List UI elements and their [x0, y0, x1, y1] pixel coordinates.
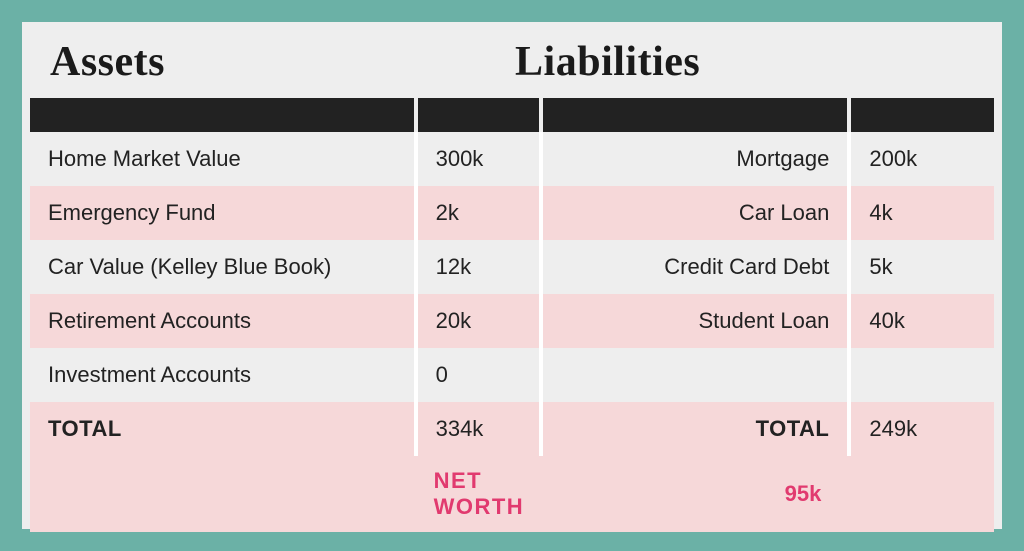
liability-value: 4k	[849, 186, 994, 240]
liability-value: 5k	[849, 240, 994, 294]
networth-table: Home Market Value 300k Mortgage 200k Eme…	[30, 98, 994, 532]
networth-label: NET WORTH	[416, 456, 541, 532]
asset-label: Home Market Value	[30, 132, 416, 186]
asset-value: 12k	[416, 240, 541, 294]
assets-total-value: 334k	[416, 402, 541, 456]
totals-row: TOTAL 334k TOTAL 249k	[30, 402, 994, 456]
asset-label: Investment Accounts	[30, 348, 416, 402]
table-row: Home Market Value 300k Mortgage 200k	[30, 132, 994, 186]
header-divider-bar	[30, 98, 994, 132]
liabilities-heading: Liabilities	[475, 38, 974, 86]
liability-value	[849, 348, 994, 402]
balance-sheet: Assets Liabilities Home Market Value 300…	[22, 22, 1002, 529]
networth-value: 95k	[541, 456, 849, 532]
table-row: Car Value (Kelley Blue Book) 12k Credit …	[30, 240, 994, 294]
headers-row: Assets Liabilities	[22, 22, 1002, 98]
liability-label: Student Loan	[541, 294, 849, 348]
liability-label: Mortgage	[541, 132, 849, 186]
liability-value: 40k	[849, 294, 994, 348]
liability-label: Credit Card Debt	[541, 240, 849, 294]
table-row: Investment Accounts 0	[30, 348, 994, 402]
assets-heading: Assets	[50, 38, 475, 86]
asset-label: Retirement Accounts	[30, 294, 416, 348]
networth-row: NET WORTH 95k	[30, 456, 994, 532]
asset-value: 20k	[416, 294, 541, 348]
liability-value: 200k	[849, 132, 994, 186]
asset-value: 0	[416, 348, 541, 402]
liability-label	[541, 348, 849, 402]
liabilities-total-value: 249k	[849, 402, 994, 456]
table-row: Emergency Fund 2k Car Loan 4k	[30, 186, 994, 240]
asset-label: Emergency Fund	[30, 186, 416, 240]
liabilities-total-label: TOTAL	[541, 402, 849, 456]
liability-label: Car Loan	[541, 186, 849, 240]
asset-value: 2k	[416, 186, 541, 240]
asset-value: 300k	[416, 132, 541, 186]
assets-total-label: TOTAL	[30, 402, 416, 456]
table-row: Retirement Accounts 20k Student Loan 40k	[30, 294, 994, 348]
asset-label: Car Value (Kelley Blue Book)	[30, 240, 416, 294]
